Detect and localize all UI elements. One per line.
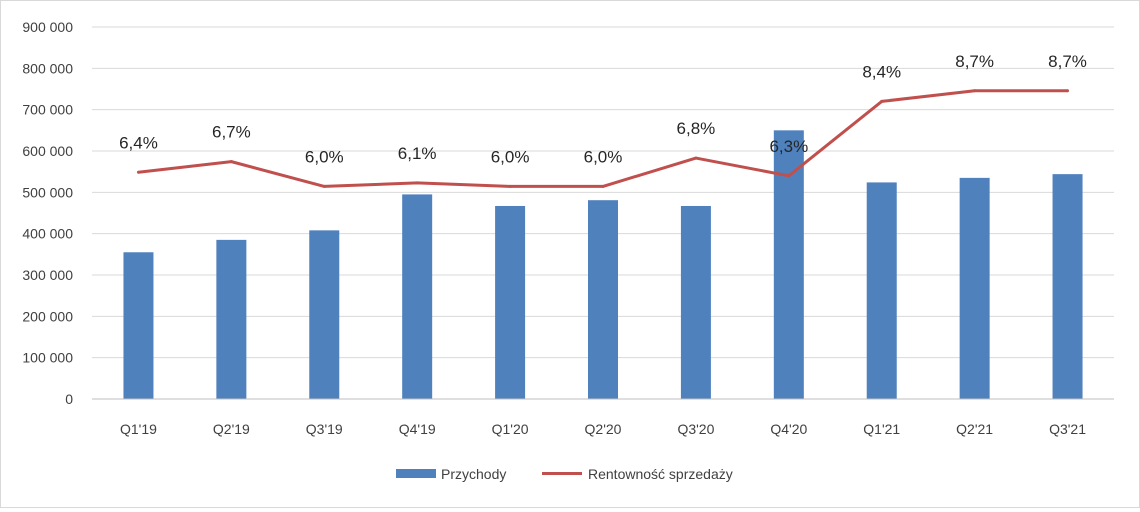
y-tick-label: 400 000 <box>22 226 73 242</box>
y-tick-label: 800 000 <box>22 60 73 76</box>
point-rentownosc <box>787 174 791 178</box>
data-label-rentownosc: 6,0% <box>584 147 623 166</box>
point-rentownosc <box>415 181 419 185</box>
y-tick-label: 600 000 <box>22 143 73 159</box>
x-tick-label: Q4'19 <box>399 421 436 437</box>
x-tick-label: Q1'21 <box>863 421 900 437</box>
legend: Przychody Rentowność sprzedaży <box>396 466 733 482</box>
point-rentownosc <box>880 99 884 103</box>
x-tick-label: Q2'21 <box>956 421 993 437</box>
x-tick-label: Q2'20 <box>585 421 622 437</box>
point-rentownosc <box>136 170 140 174</box>
data-label-rentownosc: 6,0% <box>491 147 530 166</box>
data-label-rentownosc: 8,7% <box>1048 52 1087 71</box>
revenue-bars <box>123 130 1083 400</box>
bar-przychody <box>495 205 526 399</box>
data-label-rentownosc: 6,1% <box>398 144 437 163</box>
point-rentownosc <box>508 184 512 188</box>
bar-przychody <box>588 200 618 399</box>
point-rentownosc <box>322 184 326 188</box>
profitability-data-labels: 6,4% 6,7% 6,0% 6,1% 6,0% 6,0% 6,8% 6,3% 8,4% 8,7%… <box>119 52 1087 167</box>
data-label-rentownosc: 6,7% <box>212 123 251 142</box>
bar-przychody <box>866 182 897 399</box>
point-rentownosc <box>694 156 698 160</box>
y-tick-label: 500 000 <box>22 184 73 200</box>
y-tick-label: 300 000 <box>22 267 73 283</box>
x-axis-tick-labels: Q1'19 Q2'19 Q3'19 Q4'19 Q1'20 Q2'20 Q3'20 Q4'20… <box>120 421 1086 437</box>
bar-przychody <box>309 230 340 399</box>
gridlines <box>92 26 1114 359</box>
y-tick-label: 0 <box>65 391 73 407</box>
data-label-rentownosc: 6,3% <box>769 137 808 156</box>
data-label-rentownosc: 6,8% <box>677 119 716 138</box>
bar-przychody <box>680 205 711 399</box>
point-rentownosc <box>1066 89 1070 93</box>
bar-przychody <box>773 130 804 400</box>
x-tick-label: Q1'20 <box>492 421 529 437</box>
bar-przychody <box>959 177 990 399</box>
bar-przychody <box>216 239 247 399</box>
bar-przychody <box>402 194 433 399</box>
legend-swatch-przychody <box>396 469 436 478</box>
x-tick-label: Q3'21 <box>1049 421 1086 437</box>
line-rentownosc <box>138 89 1068 188</box>
bar-przychody <box>1052 174 1083 399</box>
point-rentownosc <box>973 89 977 93</box>
y-tick-label: 900 000 <box>22 19 73 35</box>
y-tick-label: 200 000 <box>22 308 73 324</box>
x-tick-label: Q4'20 <box>770 421 807 437</box>
y-tick-label: 700 000 <box>22 102 73 118</box>
point-rentownosc <box>601 184 605 188</box>
y-axis-tick-labels: 0 100 000 200 000 300 000 400 000 500 000 600 … <box>22 19 73 407</box>
data-label-rentownosc: 8,7% <box>955 52 994 71</box>
x-tick-label: Q3'19 <box>306 421 343 437</box>
x-tick-label: Q1'19 <box>120 421 157 437</box>
x-tick-label: Q2'19 <box>213 421 250 437</box>
legend-label-przychody: Przychody <box>441 466 506 482</box>
data-label-rentownosc: 8,4% <box>862 62 901 81</box>
bar-przychody <box>123 252 154 399</box>
legend-label-rentownosc: Rentowność sprzedaży <box>588 466 733 482</box>
point-rentownosc <box>229 160 233 164</box>
data-label-rentownosc: 6,0% <box>305 147 344 166</box>
x-tick-label: Q3'20 <box>677 421 714 437</box>
data-label-rentownosc: 6,4% <box>119 133 158 152</box>
profitability-line <box>136 89 1070 188</box>
y-tick-label: 100 000 <box>22 350 73 366</box>
